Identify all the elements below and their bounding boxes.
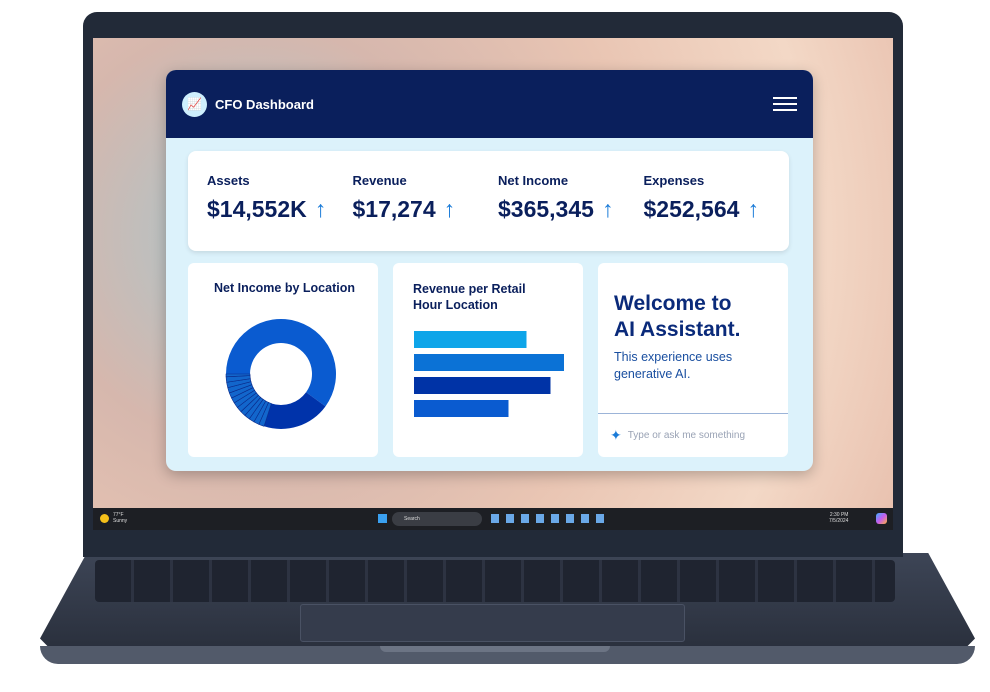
subtitle-line: This experience uses [614,350,733,364]
chart-title: Net Income by Location [214,281,355,295]
subtitle-line: generative AI. [614,367,691,381]
keyboard [95,560,895,602]
search-label: Search [404,516,420,522]
ai-subtitle: This experience uses generative AI. [614,349,732,383]
search-box[interactable]: Search [392,512,482,526]
kpi-net-income: Net Income $365,345 ↑ [498,173,644,251]
weather-temp: 77°F [113,512,124,518]
kpi-label: Revenue [352,173,407,188]
revenue-card[interactable]: Revenue per Retail Hour Location [393,263,583,457]
heading-line: Welcome to [614,292,732,315]
weather-desc: Sunny [113,518,128,524]
ai-heading: Welcome to AI Assistant. [614,291,740,343]
kpi-value: $252,564 [643,196,740,222]
kpi-value: $14,552K [207,196,307,222]
clock[interactable]: 2:30 PM 7/5/2024 [829,512,848,524]
bar[interactable] [414,377,551,394]
donut-chart [225,319,336,429]
sparkle-icon: ✦ [610,427,622,443]
ai-input[interactable]: ✦ Type or ask me something [598,413,788,457]
windows-start-icon[interactable] [378,514,387,523]
taskbar: 77°F Sunny Search 2:30 PM 7/5/2024 [93,508,893,530]
input-placeholder: Type or ask me something [627,430,746,441]
kpi-revenue: Revenue $17,274 ↑ [353,173,499,251]
weather[interactable]: 77°F Sunny [113,512,127,524]
header: 📈 CFO Dashboard [166,70,813,138]
copilot-icon[interactable] [876,513,887,524]
laptop-lip [40,646,975,664]
chart-title: Revenue per Retail Hour Location [413,282,526,312]
bar-chart [414,331,564,417]
kpi-expenses: Expenses $252,564 ↑ [644,173,790,251]
kpi-label: Net Income [498,173,569,188]
laptop-notch [380,646,610,652]
net-income-card[interactable]: Net Income by Location [188,263,378,457]
kpi-value: $17,274 [352,196,436,222]
donut-slice[interactable] [264,392,326,429]
donut-slice[interactable] [226,319,336,407]
heading-line: AI Assistant. [614,318,741,341]
bar[interactable] [414,354,564,371]
chart-icon: 📈 [182,91,207,117]
kpi-card: Assets $14,552K ↑ Revenue $17,274 ↑ Net Inco… [188,151,789,251]
arrow-up-icon: ↑ [747,196,759,222]
kpi-value: $365,345 [498,196,594,222]
cfo-dashboard-window: 📈 CFO Dashboard Assets $14,552K ↑ Revenue $… [166,70,813,471]
arrow-up-icon: ↑ [443,196,456,222]
ai-assistant-card: Welcome to AI Assistant. This experience … [598,263,788,457]
touchpad [300,604,685,642]
date: 7/5/2024 [829,518,849,524]
kpi-label: Expenses [643,173,705,188]
arrow-up-icon: ↑ [314,196,327,222]
time: 2:30 PM [829,512,849,518]
hamburger-icon[interactable] [773,97,797,111]
sun-icon [100,514,109,523]
app-title: CFO Dashboard [215,96,314,112]
kpi-assets: Assets $14,552K ↑ [207,173,353,251]
kpi-label: Assets [207,173,250,188]
bar[interactable] [414,400,509,417]
arrow-up-icon: ↑ [601,196,614,222]
bar[interactable] [414,331,527,348]
donut-slice[interactable] [225,373,251,378]
pinned-app-icons[interactable] [491,514,611,523]
